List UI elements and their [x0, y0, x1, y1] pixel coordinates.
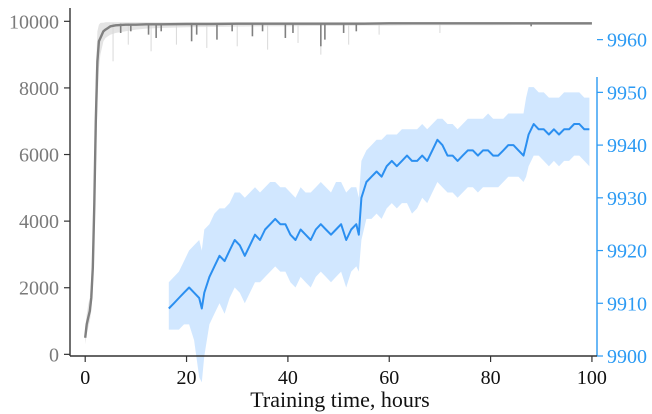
right-y-tick-label: 9940 — [607, 135, 647, 157]
right-y-tick-label: 9910 — [607, 293, 647, 315]
x-axis-title: Training time, hours — [250, 387, 429, 412]
x-tick-label: 60 — [379, 367, 399, 389]
left-y-tick-label: 10000 — [9, 11, 59, 33]
gray-series-group — [84, 22, 592, 345]
right-y-axis: 9900 9910 9920 9930 9940 9950 9960 — [596, 30, 647, 368]
blue-series-group — [168, 87, 590, 383]
right-y-tick-label: 9930 — [607, 188, 647, 210]
right-y-tick-label: 9900 — [607, 346, 647, 368]
right-y-tick-label: 9920 — [607, 241, 647, 263]
x-axis: 0 20 40 60 80 100 — [70, 355, 607, 389]
x-tick-label: 20 — [177, 367, 197, 389]
blue-series-band — [168, 87, 590, 383]
left-y-tick-label: 4000 — [19, 211, 59, 233]
x-tick-label: 0 — [80, 367, 90, 389]
left-y-tick-label: 0 — [49, 344, 59, 366]
x-tick-label: 100 — [577, 367, 607, 389]
right-y-tick-label: 9950 — [607, 82, 647, 104]
x-tick-label: 40 — [278, 367, 298, 389]
gray-series-line — [84, 22, 592, 338]
left-y-tick-label: 6000 — [19, 145, 59, 167]
x-tick-label: 80 — [481, 367, 501, 389]
blue-series-line — [168, 123, 590, 310]
left-y-tick-label: 8000 — [19, 78, 59, 100]
right-y-tick-label: 9960 — [607, 30, 647, 52]
left-y-axis: 0 2000 4000 6000 8000 10000 — [9, 8, 71, 366]
left-y-tick-label: 2000 — [19, 278, 59, 300]
